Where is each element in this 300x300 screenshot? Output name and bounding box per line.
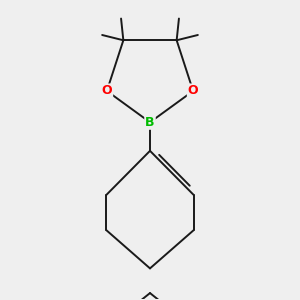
Text: B: B (145, 116, 155, 129)
Text: O: O (188, 85, 198, 98)
Text: O: O (102, 85, 112, 98)
